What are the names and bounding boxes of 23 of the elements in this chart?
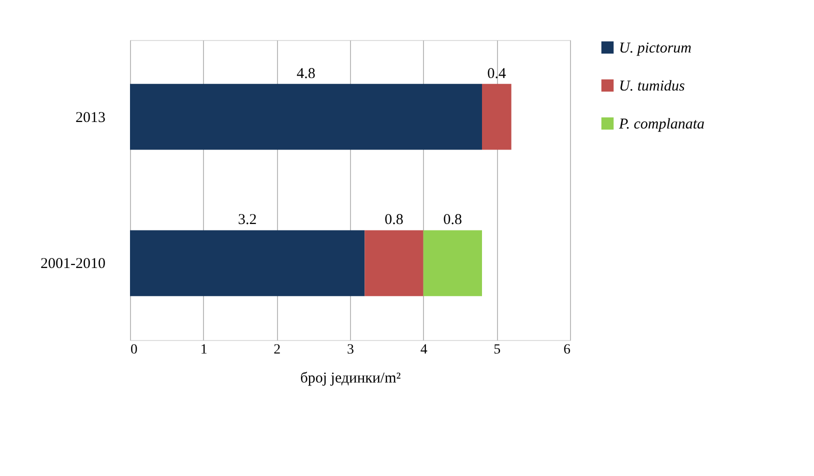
bar — [482, 84, 512, 150]
x-tick-label: 4 — [420, 342, 428, 358]
bar — [364, 230, 424, 296]
data-label: 0.4 — [487, 66, 507, 82]
data-label: 0.8 — [443, 212, 462, 228]
x-tick-label: 1 — [200, 342, 208, 358]
y-tick-label: 2013 — [76, 110, 106, 126]
bar — [130, 84, 482, 150]
data-label: 3.2 — [238, 212, 257, 228]
data-label: 0.8 — [384, 212, 404, 228]
x-tick-label: 3 — [347, 342, 354, 358]
bar — [130, 230, 365, 296]
legend-label: P. complanata — [618, 116, 705, 132]
x-axis-title: број јединки/m² — [300, 370, 402, 386]
legend-label: U. tumidus — [619, 78, 685, 94]
x-tick-label: 5 — [494, 342, 501, 358]
x-tick-label: 6 — [564, 342, 570, 358]
x-tick-label: 2 — [274, 342, 281, 358]
legend-label: U. pictorum — [619, 40, 692, 56]
x-tick-label: 0 — [130, 342, 138, 358]
bar — [423, 230, 482, 296]
data-label: 4.8 — [296, 66, 316, 82]
y-tick-label: 2001-2010 — [40, 256, 106, 272]
